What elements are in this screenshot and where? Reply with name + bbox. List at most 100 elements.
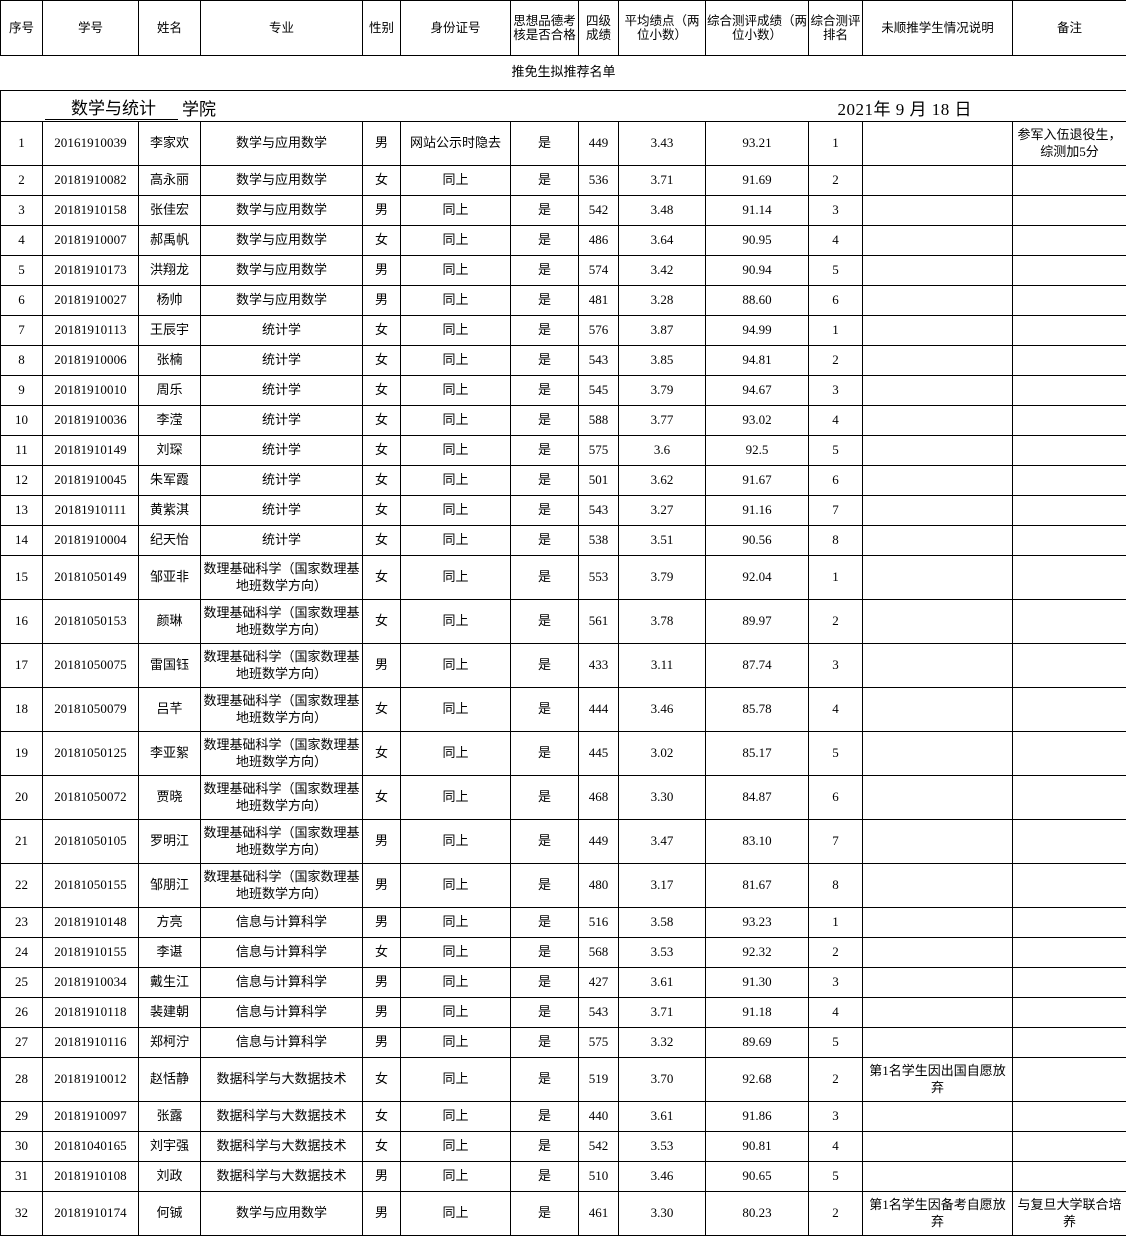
cell-rank: 6 — [808, 285, 863, 316]
cell-remark — [1012, 643, 1126, 688]
cell-cet4: 445 — [578, 731, 619, 776]
cell-note — [862, 255, 1013, 286]
cell-remark — [1012, 1057, 1126, 1102]
cell-remark — [1012, 225, 1126, 256]
cell-idx: 6 — [0, 285, 43, 316]
cell-cet4: 543 — [578, 997, 619, 1028]
cell-gpa: 3.17 — [618, 863, 706, 908]
cell-cet4: 501 — [578, 465, 619, 496]
cell-sid: 20181910108 — [42, 1161, 139, 1192]
cell-moral: 是 — [510, 375, 579, 406]
cell-moral: 是 — [510, 315, 579, 346]
cell-sid: 20181910158 — [42, 195, 139, 226]
cell-eval: 93.02 — [705, 405, 809, 436]
cell-sid: 20181910012 — [42, 1057, 139, 1102]
cell-eval: 89.97 — [705, 599, 809, 644]
cell-cet4: 542 — [578, 195, 619, 226]
cell-note — [862, 997, 1013, 1028]
cell-sid: 20181910036 — [42, 405, 139, 436]
cell-rank: 1 — [808, 121, 863, 166]
cell-remark: 与复旦大学联合培养 — [1012, 1191, 1126, 1236]
cell-gpa: 3.79 — [618, 375, 706, 406]
cell-idx: 22 — [0, 863, 43, 908]
cell-remark — [1012, 495, 1126, 526]
college-field: 数学与统计 学院 — [15, 99, 216, 120]
table-row: 28 20181910012 赵恬静 数据科学与大数据技术女同上是 519 3.70 92.… — [0, 1057, 1126, 1102]
cell-sid: 20181910155 — [42, 937, 139, 968]
cell-name: 张佳宏 — [138, 195, 201, 226]
cell-cet4: 568 — [578, 937, 619, 968]
cell-gpa: 3.70 — [618, 1057, 706, 1102]
table-row: 15 20181050149 邹亚非 数理基础科学（国家数理基地班数学方向）女同上是 5… — [0, 555, 1126, 600]
cell-cet4: 588 — [578, 405, 619, 436]
cell-major: 数理基础科学（国家数理基地班数学方向） — [200, 731, 363, 776]
cell-remark — [1012, 775, 1126, 820]
cell-name: 高永丽 — [138, 165, 201, 196]
table-body: 1 20161910039 李家欢 数学与应用数学男网站公示时隐去是 449 3.43 93… — [0, 121, 1126, 1236]
cell-name: 吕芊 — [138, 687, 201, 732]
cell-rank: 6 — [808, 775, 863, 820]
cell-moral: 是 — [510, 967, 579, 998]
cell-rank: 8 — [808, 525, 863, 556]
cell-idcard: 同上 — [400, 775, 511, 820]
cell-name: 郑柯泞 — [138, 1027, 201, 1058]
table-row: 12 20181910045 朱军霞 统计学女同上是 501 3.62 91.67 6 — [0, 465, 1126, 496]
cell-moral: 是 — [510, 643, 579, 688]
cell-gender: 女 — [362, 937, 401, 968]
cell-sid: 20181910045 — [42, 465, 139, 496]
cell-cet4: 480 — [578, 863, 619, 908]
cell-name: 张楠 — [138, 345, 201, 376]
cell-idcard: 同上 — [400, 967, 511, 998]
cell-gender: 女 — [362, 315, 401, 346]
cell-eval: 92.5 — [705, 435, 809, 466]
cell-remark — [1012, 195, 1126, 226]
table-row: 20 20181050072 贾晓 数理基础科学（国家数理基地班数学方向）女同上是 46… — [0, 775, 1126, 820]
cell-idx: 14 — [0, 525, 43, 556]
cell-moral: 是 — [510, 863, 579, 908]
cell-cet4: 433 — [578, 643, 619, 688]
cell-moral: 是 — [510, 495, 579, 526]
cell-remark — [1012, 285, 1126, 316]
cell-idx: 25 — [0, 967, 43, 998]
cell-idcard: 同上 — [400, 937, 511, 968]
cell-note — [862, 121, 1013, 166]
cell-eval: 91.86 — [705, 1101, 809, 1132]
cell-rank: 7 — [808, 819, 863, 864]
cell-cet4: 461 — [578, 1191, 619, 1236]
cell-name: 方亮 — [138, 907, 201, 938]
cell-gpa: 3.79 — [618, 555, 706, 600]
cell-eval: 91.69 — [705, 165, 809, 196]
cell-note — [862, 775, 1013, 820]
cell-gender: 女 — [362, 435, 401, 466]
table-row: 21 20181050105 罗明江 数理基础科学（国家数理基地班数学方向）男同上是 4… — [0, 819, 1126, 864]
table-row: 27 20181910116 郑柯泞 信息与计算科学男同上是 575 3.32 89.69 5 — [0, 1027, 1126, 1058]
cell-cet4: 481 — [578, 285, 619, 316]
cell-eval: 90.81 — [705, 1131, 809, 1162]
table-row: 2 20181910082 高永丽 数学与应用数学女同上是 536 3.71 91.69 2 — [0, 165, 1126, 196]
cell-idx: 23 — [0, 907, 43, 938]
column-header-gender: 性别 — [362, 0, 401, 56]
cell-major: 统计学 — [200, 495, 363, 526]
table-header: 序号 学号 姓名 专业 性别 身份证号 思想品德考核是否合格 四级成绩 平均绩点… — [0, 0, 1126, 56]
cell-note — [862, 555, 1013, 600]
cell-idx: 1 — [0, 121, 43, 166]
cell-idcard: 同上 — [400, 405, 511, 436]
cell-major: 统计学 — [200, 315, 363, 346]
cell-gpa: 3.27 — [618, 495, 706, 526]
cell-cet4: 553 — [578, 555, 619, 600]
cell-gpa: 3.11 — [618, 643, 706, 688]
cell-idcard: 同上 — [400, 1027, 511, 1058]
cell-rank: 2 — [808, 1057, 863, 1102]
cell-remark — [1012, 315, 1126, 346]
cell-eval: 91.16 — [705, 495, 809, 526]
cell-idx: 10 — [0, 405, 43, 436]
cell-moral: 是 — [510, 121, 579, 166]
cell-idx: 17 — [0, 643, 43, 688]
cell-note: 第1名学生因出国自愿放弃 — [862, 1057, 1013, 1102]
column-header-gpa: 平均绩点（两位小数） — [618, 0, 706, 56]
cell-idx: 18 — [0, 687, 43, 732]
document-meta-row: 数学与统计 学院 2021年 9 月 18 日 — [0, 90, 1126, 122]
cell-gpa: 3.61 — [618, 1101, 706, 1132]
cell-eval: 85.17 — [705, 731, 809, 776]
